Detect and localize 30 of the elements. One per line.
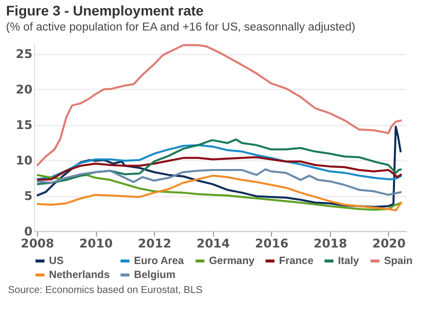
line-series [36,44,403,167]
source-note: Source: Economics based on Eurostat, BLS [8,285,204,296]
y-tick-label: 5 [24,189,32,204]
x-tick-label: 2008 [20,236,54,250]
legend-label: Netherlands [49,269,110,281]
chart-title: Figure 3 - Unemployment rate [6,2,204,18]
legend-label: Italy [338,255,360,267]
x-tick-label: 2010 [79,236,113,250]
y-tick-label: 10 [16,154,32,168]
legend-label: Belgium [134,269,176,281]
line-series [36,168,403,196]
y-tick-label: 20 [16,82,32,97]
line-series [36,156,403,181]
x-tick-label: 2016 [255,236,288,250]
x-tick-label: 2012 [138,236,172,250]
y-tick-label: 25 [16,47,32,62]
line-series [36,144,403,180]
legend-label: Germany [209,255,255,267]
line-series [36,126,402,208]
legend-label: France [279,255,314,267]
x-tick-label: 2018 [314,236,348,250]
legend-label: Euro Area [134,255,184,267]
legend-label: US [49,255,64,267]
x-tick-label: 2020 [372,236,406,250]
x-tick-label: 2014 [196,236,230,250]
y-tick-label: 0 [24,224,32,238]
legend-label: Spain [384,255,413,267]
line-series [36,138,403,186]
y-tick-label: 15 [16,118,32,132]
chart-subtitle: (% of active population for EA and +16 for US, seasonnally adjusted) [6,22,356,34]
